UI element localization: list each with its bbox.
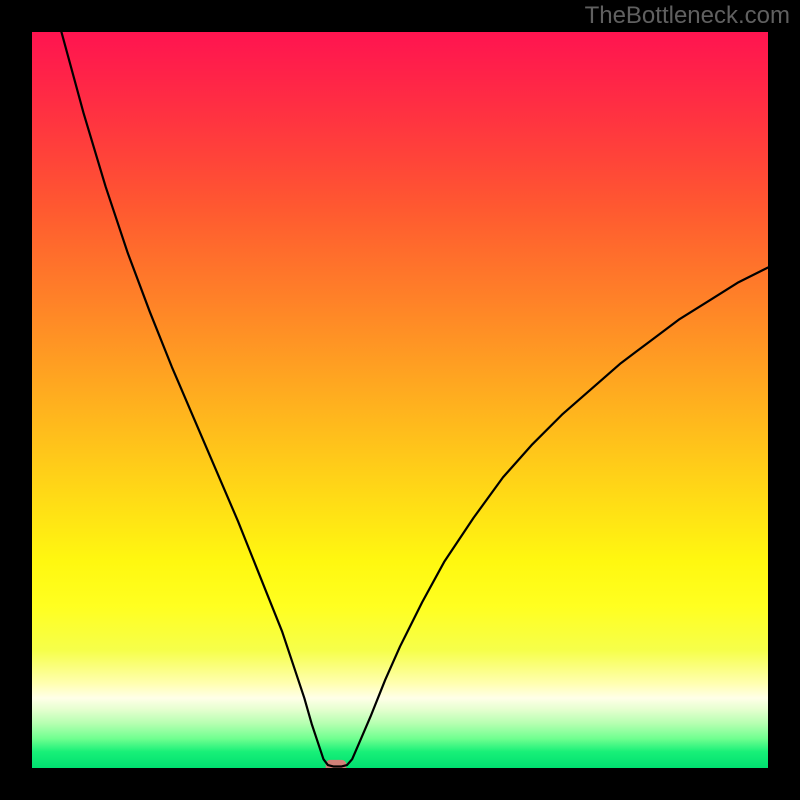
- gradient-plot-background: [32, 32, 768, 768]
- watermark-text: TheBottleneck.com: [585, 2, 790, 30]
- chart-container: TheBottleneck.com: [0, 0, 800, 800]
- bottleneck-chart: [0, 0, 800, 800]
